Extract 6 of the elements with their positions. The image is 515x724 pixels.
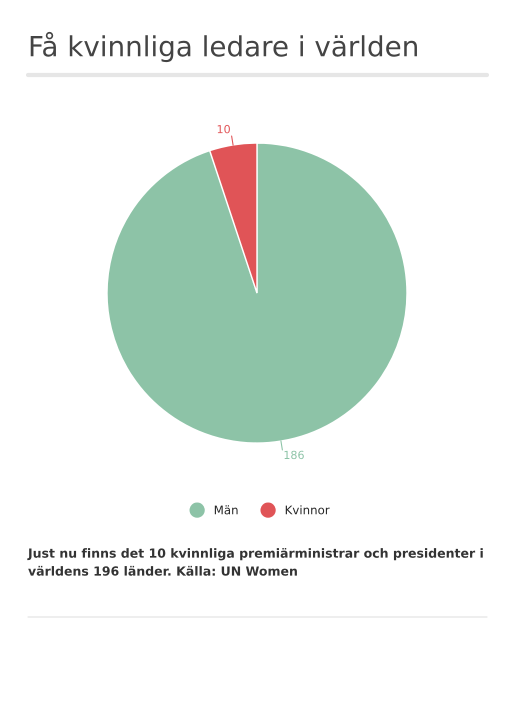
legend-label: Män	[214, 505, 238, 514]
data-label: 186	[284, 450, 304, 460]
text: Just nu finns det 10 kvinnliga premiärministrar och presidenter i världens 196 länder. Källa: UN Women	[27, 548, 483, 576]
legend-label: Kvinnor	[286, 505, 330, 514]
chart-title: Få kvinnliga ledare i världen	[30, 32, 417, 62]
data-label: 10	[218, 124, 230, 134]
